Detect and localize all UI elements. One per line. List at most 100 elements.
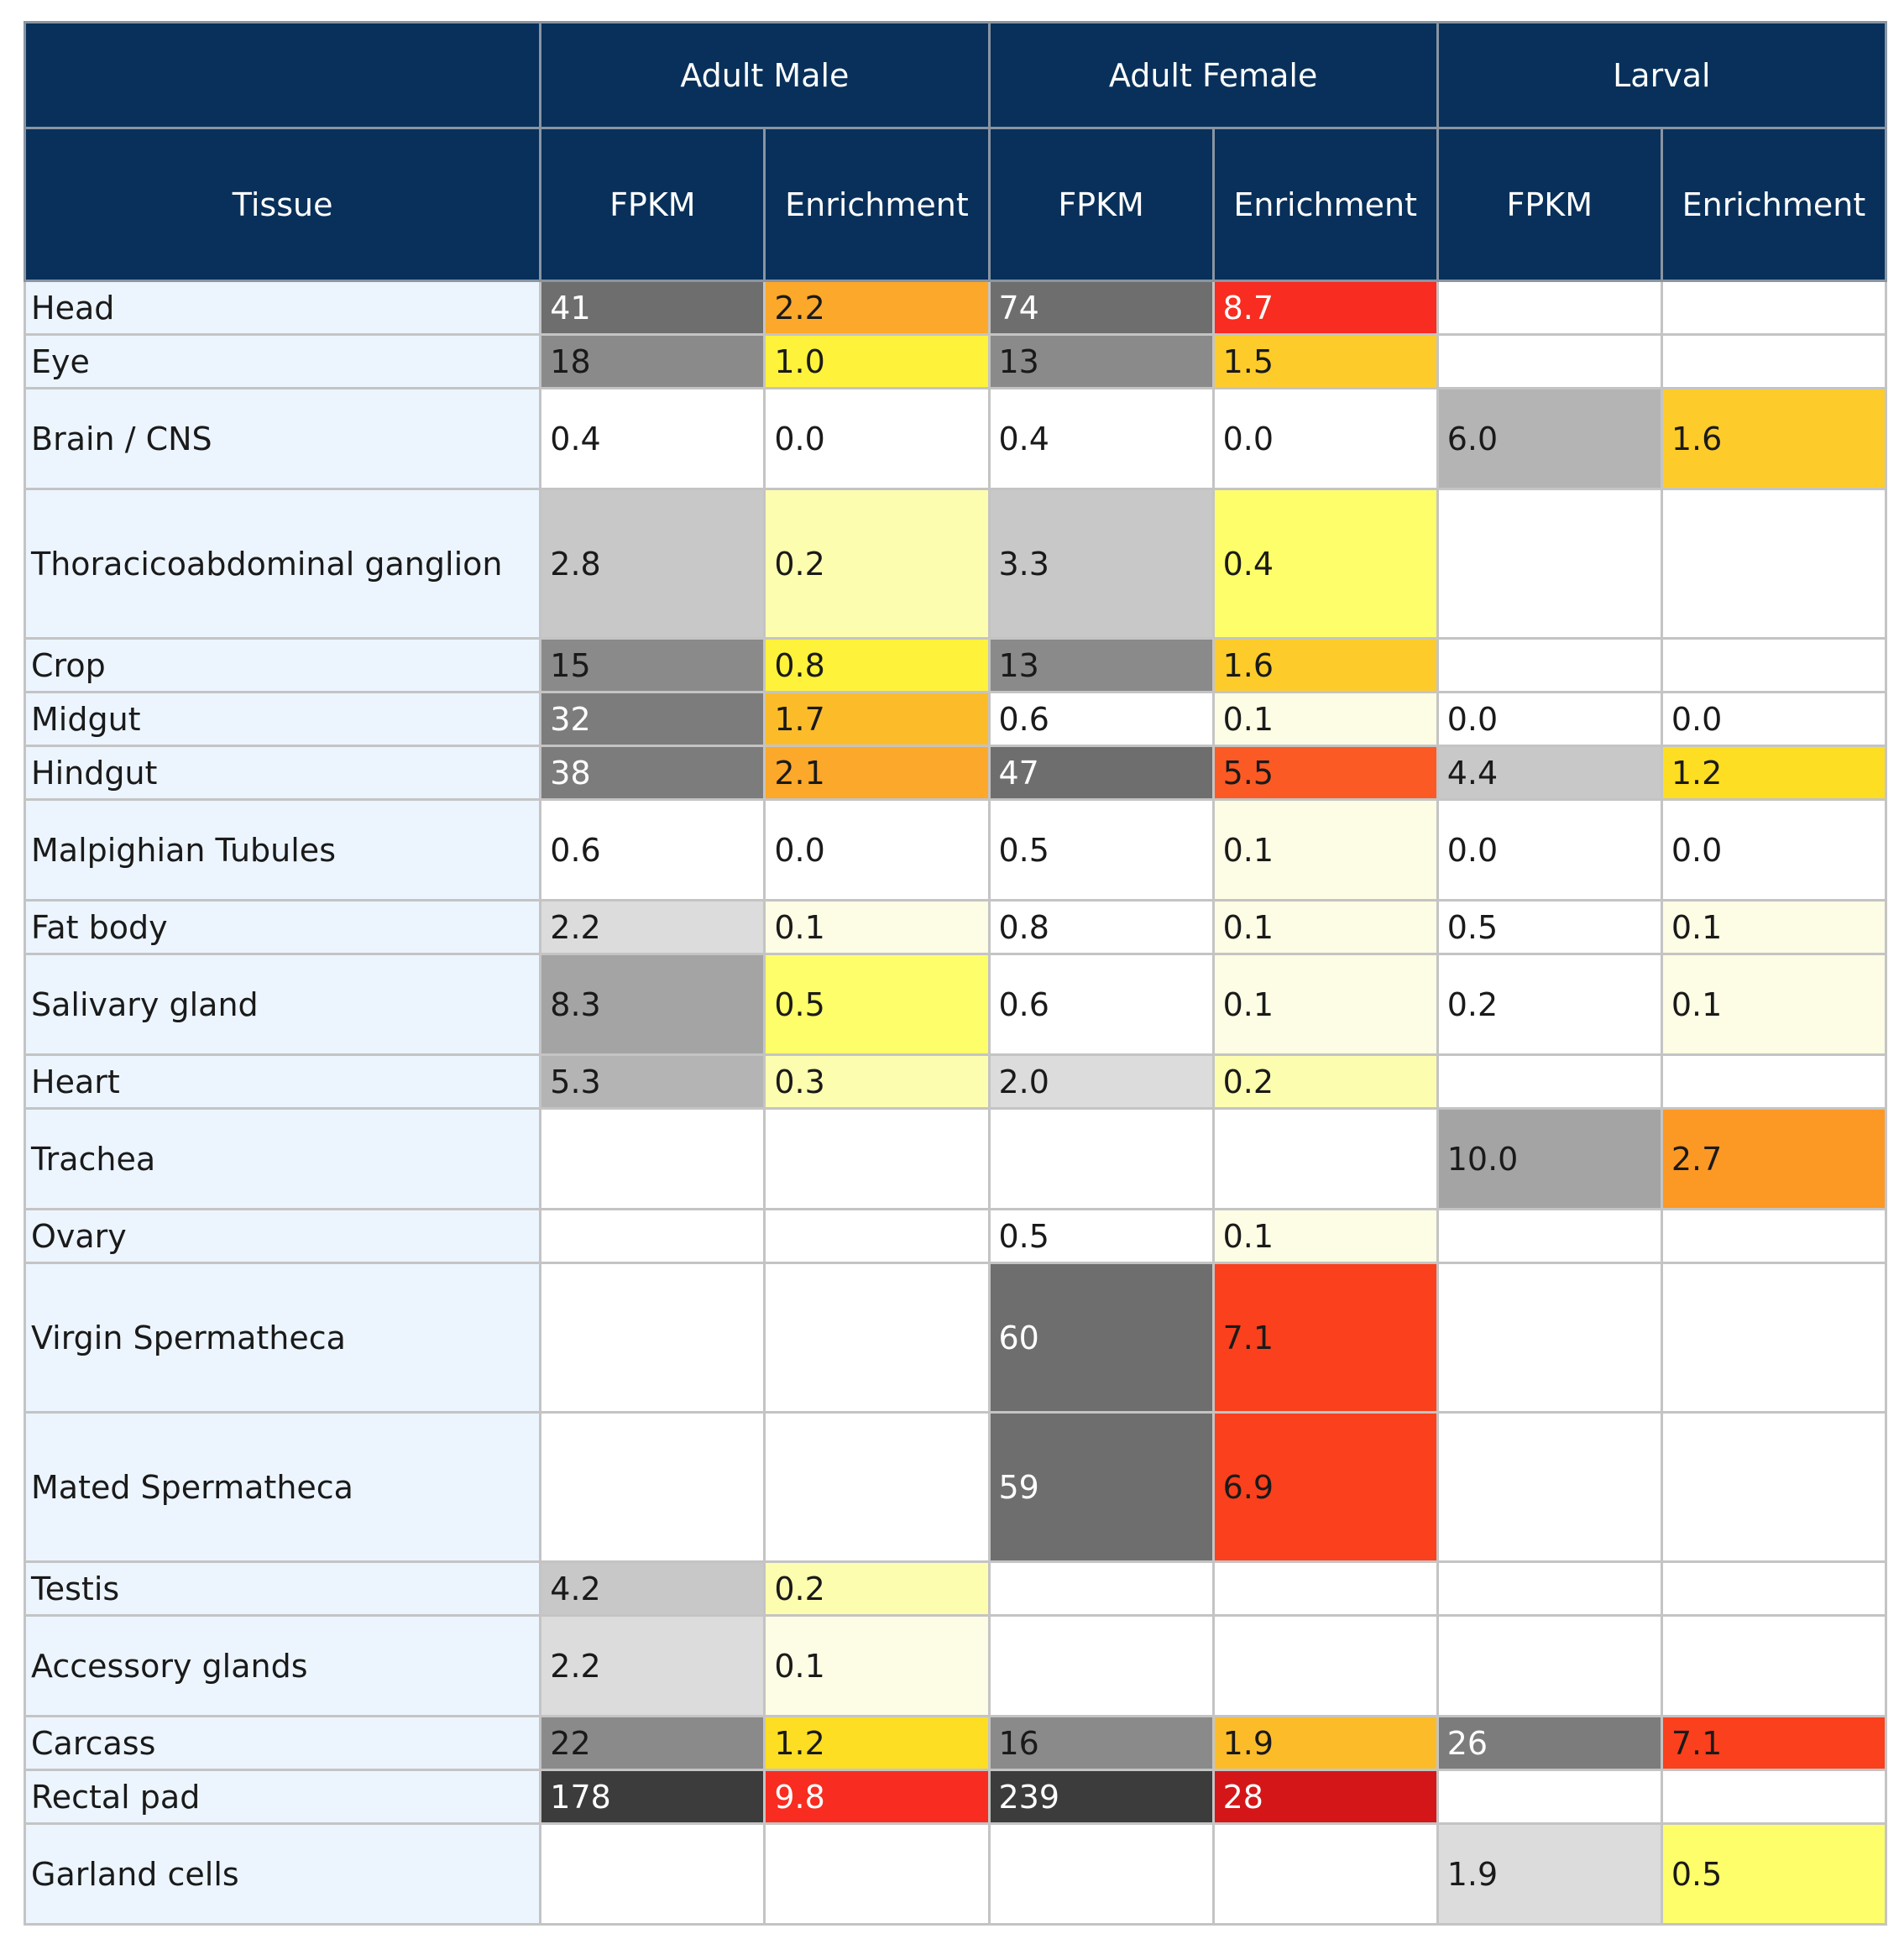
larval-enrichment-cell xyxy=(1660,1411,1888,1563)
male-enrichment-cell: 1.7 xyxy=(763,691,991,747)
male-fpkm-cell: 18 xyxy=(539,333,766,389)
male-enrichment-cell: 0.1 xyxy=(763,1614,991,1717)
female-enrichment-cell: 0.0 xyxy=(1211,387,1439,490)
female-fpkm-cell xyxy=(987,1560,1215,1617)
female-enrichment-cell xyxy=(1211,1614,1439,1717)
tissue-name: Fat body xyxy=(23,899,542,955)
female-enrichment-cell: 1.5 xyxy=(1211,333,1439,389)
table-row: Thoracicoabdominal ganglion 2.8 0.2 3.3 0.4 xyxy=(23,488,1888,640)
female-enrichment-cell: 1.9 xyxy=(1211,1715,1439,1771)
female-enrichment-cell: 5.5 xyxy=(1211,745,1439,801)
larval-enrichment-cell: 0.0 xyxy=(1660,691,1888,747)
larval-fpkm-cell xyxy=(1436,333,1663,389)
male-enrichment-header: Enrichment xyxy=(763,127,991,282)
male-enrichment-cell: 0.0 xyxy=(763,798,991,902)
table-row: Testis 4.2 0.2 xyxy=(23,1560,1888,1617)
female-enrichment-cell: 7.1 xyxy=(1211,1262,1439,1414)
female-fpkm-header: FPKM xyxy=(987,127,1215,282)
tissue-name: Mated Spermatheca xyxy=(23,1411,542,1563)
female-fpkm-cell xyxy=(987,1107,1215,1210)
larval-enrichment-cell: 0.1 xyxy=(1660,899,1888,955)
male-enrichment-cell: 0.2 xyxy=(763,488,991,640)
larval-fpkm-cell xyxy=(1436,1614,1663,1717)
female-enrichment-cell: 0.1 xyxy=(1211,899,1439,955)
female-fpkm-cell: 13 xyxy=(987,333,1215,389)
tissue-name: Trachea xyxy=(23,1107,542,1210)
larval-fpkm-cell: 0.2 xyxy=(1436,953,1663,1056)
tissue-name: Malpighian Tubules xyxy=(23,798,542,902)
tissue-name: Eye xyxy=(23,333,542,389)
larval-enrichment-cell xyxy=(1660,1208,1888,1264)
table-row: Accessory glands 2.2 0.1 xyxy=(23,1614,1888,1717)
male-fpkm-cell: 15 xyxy=(539,637,766,693)
tissue-name: Midgut xyxy=(23,691,542,747)
larval-fpkm-cell xyxy=(1436,488,1663,640)
male-fpkm-cell xyxy=(539,1107,766,1210)
larval-enrichment-cell: 0.1 xyxy=(1660,953,1888,1056)
larval-fpkm-cell: 26 xyxy=(1436,1715,1663,1771)
female-fpkm-cell: 0.5 xyxy=(987,798,1215,902)
female-fpkm-cell: 0.6 xyxy=(987,691,1215,747)
larval-fpkm-cell xyxy=(1436,280,1663,336)
larval-fpkm-cell: 10.0 xyxy=(1436,1107,1663,1210)
group-header-adult-male: Adult Male xyxy=(539,21,991,129)
group-header-row: Adult Male Adult Female Larval xyxy=(23,21,1888,129)
female-fpkm-cell: 74 xyxy=(987,280,1215,336)
larval-fpkm-cell xyxy=(1436,1769,1663,1825)
male-fpkm-cell: 2.2 xyxy=(539,1614,766,1717)
male-fpkm-header: FPKM xyxy=(539,127,766,282)
larval-fpkm-cell xyxy=(1436,1560,1663,1617)
tissue-name: Ovary xyxy=(23,1208,542,1264)
tissue-name: Thoracicoabdominal ganglion xyxy=(23,488,542,640)
male-fpkm-cell: 5.3 xyxy=(539,1053,766,1110)
male-enrichment-cell xyxy=(763,1411,991,1563)
table-row: Head 41 2.2 74 8.7 xyxy=(23,280,1888,336)
male-fpkm-cell xyxy=(539,1822,766,1926)
female-fpkm-cell xyxy=(987,1614,1215,1717)
larval-enrichment-cell xyxy=(1660,637,1888,693)
larval-enrichment-header: Enrichment xyxy=(1660,127,1888,282)
male-enrichment-cell xyxy=(763,1262,991,1414)
larval-fpkm-cell xyxy=(1436,1053,1663,1110)
male-fpkm-cell: 4.2 xyxy=(539,1560,766,1617)
female-fpkm-cell: 0.6 xyxy=(987,953,1215,1056)
larval-fpkm-cell: 1.9 xyxy=(1436,1822,1663,1926)
male-enrichment-cell: 9.8 xyxy=(763,1769,991,1825)
male-fpkm-cell: 0.6 xyxy=(539,798,766,902)
expression-table: Adult Male Adult Female Larval Tissue FP… xyxy=(23,21,1888,1926)
larval-fpkm-cell: 4.4 xyxy=(1436,745,1663,801)
larval-enrichment-cell xyxy=(1660,488,1888,640)
tissue-name: Hindgut xyxy=(23,745,542,801)
larval-fpkm-cell xyxy=(1436,1262,1663,1414)
male-enrichment-cell: 0.1 xyxy=(763,899,991,955)
female-enrichment-cell xyxy=(1211,1822,1439,1926)
column-header-row: Tissue FPKM Enrichment FPKM Enrichment F… xyxy=(23,127,1888,282)
table-row: Ovary 0.5 0.1 xyxy=(23,1208,1888,1264)
male-fpkm-cell: 41 xyxy=(539,280,766,336)
male-fpkm-cell: 38 xyxy=(539,745,766,801)
group-header-adult-female: Adult Female xyxy=(987,21,1439,129)
tissue-name: Carcass xyxy=(23,1715,542,1771)
female-enrichment-cell: 28 xyxy=(1211,1769,1439,1825)
female-fpkm-cell: 60 xyxy=(987,1262,1215,1414)
male-fpkm-cell: 32 xyxy=(539,691,766,747)
male-enrichment-cell: 0.5 xyxy=(763,953,991,1056)
table-row: Brain / CNS 0.4 0.0 0.4 0.0 6.0 1.6 xyxy=(23,387,1888,490)
header-corner xyxy=(23,21,542,129)
table-row: Malpighian Tubules 0.6 0.0 0.5 0.1 0.0 0.0 xyxy=(23,798,1888,902)
table-row: Midgut 32 1.7 0.6 0.1 0.0 0.0 xyxy=(23,691,1888,747)
larval-fpkm-cell: 6.0 xyxy=(1436,387,1663,490)
male-enrichment-cell: 2.1 xyxy=(763,745,991,801)
female-fpkm-cell: 3.3 xyxy=(987,488,1215,640)
larval-enrichment-cell xyxy=(1660,333,1888,389)
table-row: Eye 18 1.0 13 1.5 xyxy=(23,333,1888,389)
tissue-name: Testis xyxy=(23,1560,542,1617)
table-row: Carcass 22 1.2 16 1.9 26 7.1 xyxy=(23,1715,1888,1771)
tissue-name: Salivary gland xyxy=(23,953,542,1056)
male-fpkm-cell: 2.2 xyxy=(539,899,766,955)
male-enrichment-cell: 0.0 xyxy=(763,387,991,490)
male-fpkm-cell: 22 xyxy=(539,1715,766,1771)
tissue-header: Tissue xyxy=(23,127,542,282)
female-enrichment-header: Enrichment xyxy=(1211,127,1439,282)
tissue-name: Crop xyxy=(23,637,542,693)
